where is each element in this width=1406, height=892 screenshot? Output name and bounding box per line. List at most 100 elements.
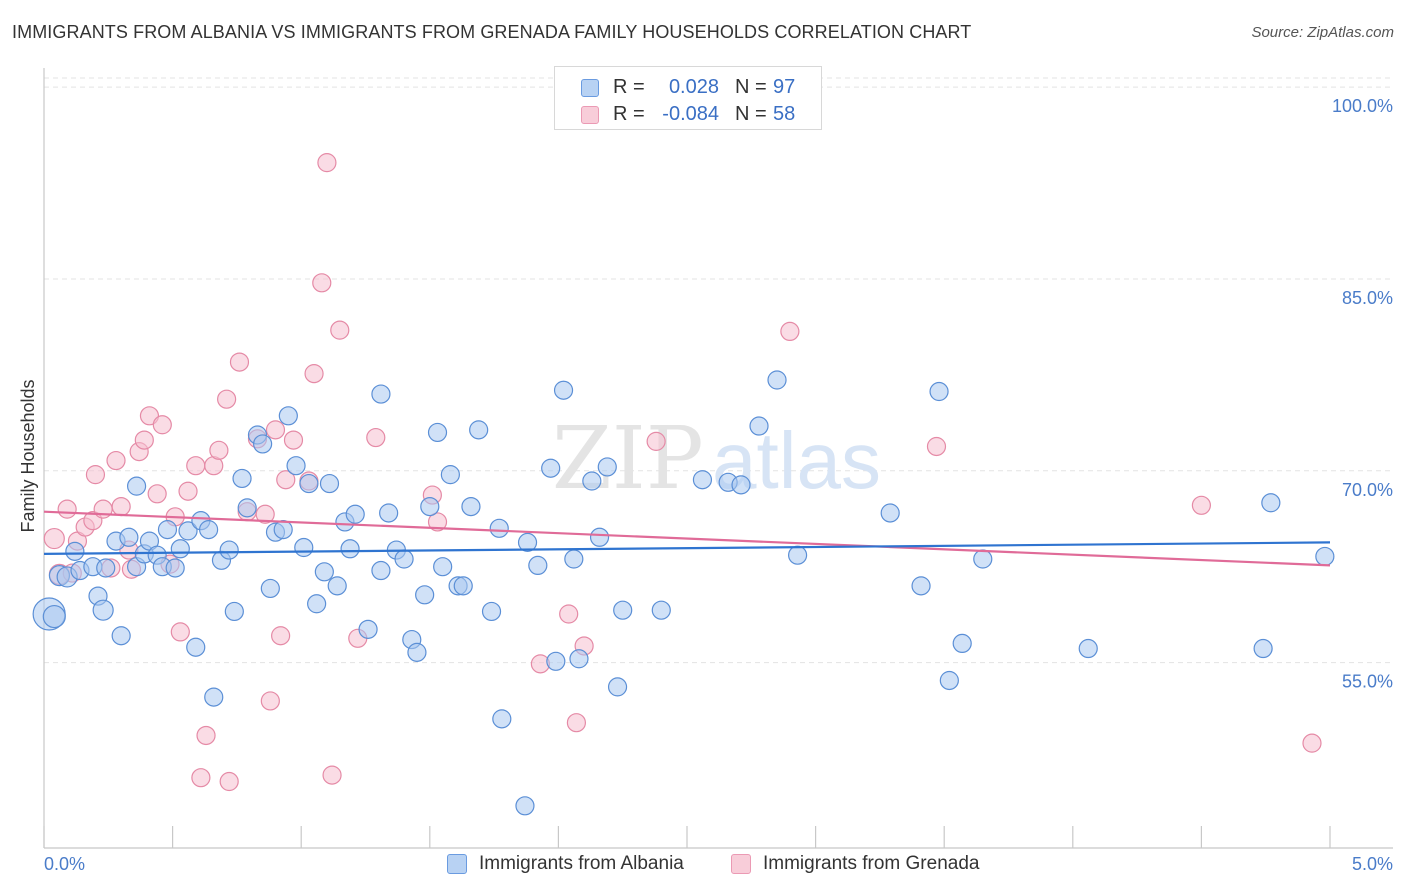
- albania-point: [433, 557, 453, 577]
- legend-row-grenada: R = -0.084 N = 58: [555, 100, 821, 128]
- grenada-point: [366, 427, 386, 448]
- albania-point: [582, 471, 602, 491]
- albania-point: [260, 578, 280, 599]
- albania-point: [515, 796, 535, 816]
- y-tick-labels: 100.0% 85.0% 70.0% 55.0%: [1332, 96, 1393, 691]
- grenada-point: [85, 465, 106, 485]
- albania-point: [204, 687, 224, 707]
- albania-point: [1315, 546, 1335, 567]
- albania-point: [880, 503, 900, 523]
- grenada-point: [304, 364, 324, 384]
- albania-point: [469, 420, 489, 440]
- grenada-point: [276, 470, 296, 490]
- source-credit: Source: ZipAtlas.com: [1251, 24, 1394, 41]
- albania-point: [157, 520, 178, 540]
- legend-r-value: 0.028: [668, 76, 719, 98]
- albania-point: [564, 549, 584, 569]
- albania-point: [345, 504, 365, 524]
- albania-point: [186, 637, 206, 657]
- grenada-point: [191, 768, 211, 788]
- albania-point: [461, 496, 481, 517]
- grenada-point: [322, 765, 342, 785]
- watermark-zip: ZIP: [552, 409, 704, 509]
- grenada-trend-line: [43, 510, 1331, 567]
- grenada-point: [283, 430, 304, 450]
- grenada-point: [312, 273, 332, 293]
- x-tick-label-min: 0.0%: [44, 854, 85, 874]
- albania-point: [427, 422, 448, 443]
- watermark: ZIP atlas: [552, 409, 881, 509]
- albania-point: [489, 518, 509, 538]
- grenada-point: [317, 153, 337, 173]
- albania-point: [307, 594, 327, 614]
- y-tick-label: 100.0%: [1332, 96, 1393, 116]
- albania-point: [749, 416, 769, 436]
- grenada-point: [43, 527, 65, 550]
- albania-point: [952, 633, 972, 654]
- grenada-point: [170, 622, 190, 642]
- grenada-point: [147, 484, 167, 504]
- albania-point: [517, 532, 538, 552]
- albania-point: [42, 604, 66, 629]
- albania-point: [224, 601, 244, 622]
- albania-point: [126, 476, 147, 496]
- grenada-legend-swatch: [731, 854, 751, 874]
- grenada-point: [265, 420, 286, 440]
- albania-point: [358, 619, 378, 639]
- albania-swatch: [581, 79, 599, 97]
- grenada-point: [330, 320, 350, 340]
- grenada-point: [1191, 495, 1212, 515]
- legend-r-value: -0.084: [662, 103, 719, 125]
- albania-point: [1253, 638, 1273, 659]
- legend-r-label: R =: [613, 103, 645, 125]
- y-tick-label: 85.0%: [1342, 288, 1393, 308]
- albania-point: [294, 537, 314, 558]
- legend-n-label: N =: [735, 76, 767, 98]
- grenada-point: [260, 691, 280, 711]
- legend-n-label: N =: [735, 103, 767, 125]
- albania-point: [597, 457, 617, 477]
- stats-legend: R = 0.028 N = 97 R = -0.084 N = 58: [554, 66, 822, 130]
- albania-point: [65, 541, 85, 561]
- albania-point: [253, 434, 273, 454]
- albania-point: [767, 370, 787, 390]
- grenada-point: [1302, 733, 1322, 753]
- albania-point: [731, 475, 751, 495]
- grenada-point: [566, 713, 587, 733]
- grenada-point: [196, 725, 216, 746]
- albania-point: [340, 539, 360, 559]
- albania-point: [111, 626, 131, 646]
- albania-point: [219, 540, 239, 560]
- y-axis-label: Family Households: [18, 379, 38, 532]
- legend-n-value: 58: [773, 103, 796, 125]
- grenada-swatch: [581, 106, 599, 124]
- y-tick-label: 55.0%: [1342, 672, 1393, 692]
- albania-point: [273, 520, 293, 540]
- chart-title: IMMIGRANTS FROM ALBANIA VS IMMIGRANTS FR…: [12, 22, 972, 42]
- series-albania: [32, 370, 1335, 816]
- albania-point: [394, 549, 414, 569]
- albania-point: [278, 406, 298, 426]
- grenada-point: [209, 440, 229, 460]
- grenada-point: [780, 321, 800, 342]
- grenada-point: [57, 499, 77, 519]
- albania-point: [589, 527, 610, 547]
- albania-point: [787, 545, 808, 565]
- y-tick-label: 70.0%: [1342, 480, 1393, 500]
- albania-point: [119, 527, 139, 547]
- grenada-point: [926, 436, 947, 457]
- grenada-point: [229, 352, 250, 372]
- grenada-legend-label: Immigrants from Grenada: [763, 853, 980, 874]
- albania-point: [420, 496, 440, 517]
- albania-point: [492, 709, 512, 729]
- albania-point: [165, 558, 185, 578]
- albania-point: [546, 651, 566, 671]
- series-legend: Immigrants from Albania Immigrants from …: [0, 852, 1406, 878]
- grenada-point: [178, 481, 198, 501]
- x-tick-label-max: 5.0%: [1352, 854, 1393, 874]
- grenada-point: [255, 504, 275, 524]
- albania-point: [569, 649, 589, 669]
- grenada-point: [111, 496, 131, 517]
- grenada-point: [152, 415, 172, 435]
